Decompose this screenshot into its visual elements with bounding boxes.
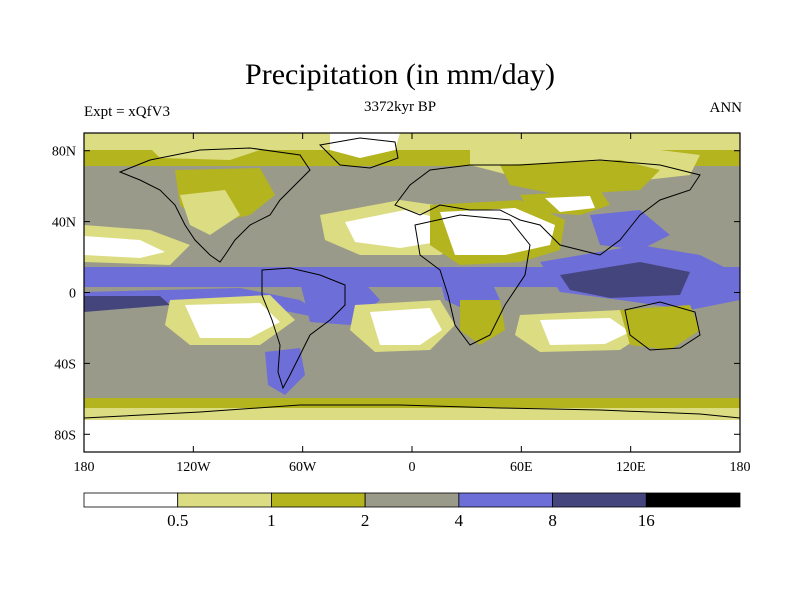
colorbar-label: 4 — [455, 511, 464, 530]
lon-axis: 180 120W 60W 0 60E 120E 180 — [74, 133, 751, 475]
field-southern-ocean — [84, 355, 740, 395]
lat-tick-label: 40N — [52, 216, 76, 231]
lon-tick-label: 60E — [510, 460, 533, 475]
colorbar-swatch — [83, 492, 179, 508]
coastlines — [84, 137, 740, 419]
field-chile-wet — [265, 348, 305, 395]
plot-title: Precipitation (in mm/day) — [245, 58, 555, 91]
field-npac-dry — [84, 236, 165, 258]
colorbar-label: 16 — [638, 511, 655, 530]
field-canada-light — [140, 136, 260, 160]
field-eastasia-wet — [590, 210, 670, 250]
field-satl-dry — [370, 308, 442, 345]
field-siberia-mid — [500, 160, 660, 195]
colorbar: 0.5 1 2 4 8 16 — [83, 492, 741, 530]
lat-tick-label: 0 — [69, 287, 76, 302]
lon-tick-label: 180 — [730, 460, 751, 475]
lat-axis: 80N 40N 0 40S 80S — [52, 145, 740, 443]
field-natl-dry — [345, 210, 455, 248]
field-sahara-dry — [440, 208, 555, 255]
coast-eurasia — [394, 159, 701, 256]
colorbar-swatch — [364, 492, 460, 508]
colorbar-swatch — [645, 492, 741, 508]
field-warmpool-wet — [560, 262, 690, 298]
coast-south-america — [261, 267, 346, 390]
field-spac-dry — [185, 303, 280, 338]
lat-tick-label: 80S — [54, 428, 76, 443]
colorbar-label: 8 — [548, 511, 557, 530]
coast-africa — [414, 214, 531, 346]
field-safrica-mid — [460, 300, 505, 345]
field-na-light — [180, 190, 240, 235]
season-label: ANN — [709, 100, 743, 116]
colorbar-swatch — [552, 492, 647, 508]
lon-tick-label: 180 — [74, 460, 95, 475]
plot-subtitle: 3372kyr BP — [363, 99, 437, 115]
lon-tick-label: 120W — [176, 460, 211, 475]
colorbar-label: 1 — [267, 511, 276, 530]
coast-greenland — [318, 137, 399, 169]
colorbar-label: 2 — [361, 511, 370, 530]
colorbar-label: 0.5 — [167, 511, 188, 530]
field-australia-mid — [620, 305, 700, 350]
lon-tick-label: 120E — [616, 460, 646, 475]
experiment-label: Expt = xQfV3 — [84, 104, 170, 120]
coast-australia — [624, 301, 701, 351]
colorbar-swatch — [271, 492, 366, 508]
colorbar-swatch — [177, 492, 272, 508]
field-spcz-wet — [84, 296, 170, 312]
lat-tick-label: 40S — [54, 357, 76, 372]
field-mideast-dry — [545, 196, 595, 212]
precip-field — [84, 133, 740, 452]
coast-north-america — [118, 147, 311, 263]
lon-tick-label: 0 — [409, 460, 416, 475]
colorbar-swatch — [458, 492, 553, 508]
lon-tick-label: 60W — [289, 460, 317, 475]
field-sind-dry — [540, 318, 630, 345]
field-greenland-dry — [330, 133, 400, 158]
coast-antarctica — [84, 404, 740, 419]
field-antarctic-light — [84, 408, 740, 422]
lat-tick-label: 80N — [52, 145, 76, 160]
